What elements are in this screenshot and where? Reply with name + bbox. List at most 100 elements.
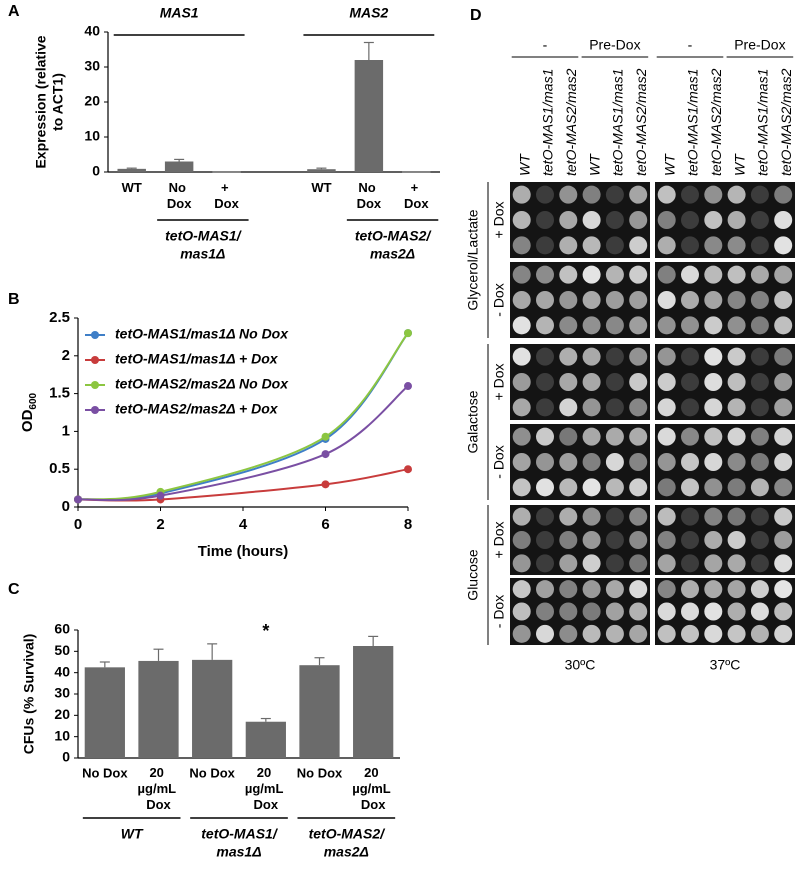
group-label: MAS2 [349,5,388,21]
colony-spot [512,427,531,446]
colony-spot [727,453,746,471]
dox-label: - Dox [491,595,507,628]
colony-spot [657,453,676,471]
colony-spot [512,211,531,229]
colony-spot [774,316,793,335]
colony-spot [512,316,531,335]
y-tick-label: 0 [92,163,100,179]
y-tick-label: 40 [84,23,100,39]
bar [117,168,146,172]
data-point [321,450,330,459]
colony-spot [536,427,554,446]
colony-spot [536,453,554,471]
colony-spot [774,236,793,255]
legend-marker [91,381,99,389]
colony-spot [657,347,676,366]
strain-label: WT [731,153,747,176]
colony-spot [750,291,769,309]
colony-spot [629,316,648,335]
colony-spot [605,580,624,599]
colony-spot [657,554,676,573]
x-tick-label: 20 µg/mL Dox [245,765,287,812]
colony-spot [582,453,601,471]
y-axis-label: OD600 [19,392,39,432]
colony-spot [774,531,793,549]
y-tick-label: 0.5 [49,460,70,477]
colony-spot [536,478,554,497]
bar [307,169,336,172]
colony-spot [750,507,769,526]
x-axis-label: Time (hours) [198,543,289,560]
colony-spot [681,291,699,309]
colony-spot [559,236,578,255]
colony-spot [727,507,746,526]
colony-spot [681,236,699,255]
x-tick-label: 20 µg/mL Dox [138,765,180,812]
colony-spot [512,507,531,526]
colony-spot [559,531,578,549]
colony-spot [750,602,769,621]
colony-spot [582,316,601,335]
colony-spot [681,580,699,599]
colony-spot [559,185,578,204]
colony-spot [657,531,676,549]
colony-spot [512,291,531,309]
colony-spot [559,507,578,526]
series-line [77,385,409,502]
colony-spot [727,531,746,549]
colony-spot [774,398,793,417]
panel-label: A [8,3,20,20]
strain-label: tetO-MAS2/mas2 [563,68,579,176]
colony-spot [559,554,578,573]
data-point [404,382,412,391]
colony-spot [605,478,624,497]
colony-spot [681,478,699,497]
colony-spot [727,291,746,309]
colony-spot [605,265,624,284]
colony-spot [704,602,723,621]
colony-spot [657,507,676,526]
y-tick-label: 30 [84,58,100,74]
colony-spot [657,602,676,621]
colony-spot [512,236,531,255]
colony-spot [750,453,769,471]
colony-spot [629,373,648,391]
carbon-source-label: Glucose [465,549,481,601]
plate-image [510,505,650,575]
x-tick-label: 2 [156,516,164,533]
colony-spot [512,265,531,284]
colony-spot [605,398,624,417]
colony-spot [512,554,531,573]
colony-spot [536,398,554,417]
colony-spot [512,531,531,549]
colony-spot [605,602,624,621]
y-tick-label: 30 [54,685,70,701]
x-tick-label: No Dox [82,765,128,780]
colony-spot [750,478,769,497]
colony-spot [536,265,554,284]
colony-spot [536,236,554,255]
colony-spot [657,185,676,204]
colony-spot [774,602,793,621]
colony-spot [605,373,624,391]
colony-spot [582,185,601,204]
colony-spot [605,624,624,643]
colony-spot [629,291,648,309]
colony-spot [657,373,676,391]
data-point [156,491,165,500]
legend-marker [91,331,99,339]
colony-spot [750,236,769,255]
panel-label: B [8,291,20,308]
colony-spot [559,602,578,621]
dox-label: - Dox [491,445,507,478]
colony-spot [629,478,648,497]
colony-spot [704,265,723,284]
colony-spot [727,624,746,643]
y-tick-label: 40 [54,663,70,679]
colony-spot [582,624,601,643]
colony-spot [629,453,648,471]
colony-spot [704,316,723,335]
colony-spot [774,427,793,446]
colony-spot [704,531,723,549]
colony-spot [582,347,601,366]
